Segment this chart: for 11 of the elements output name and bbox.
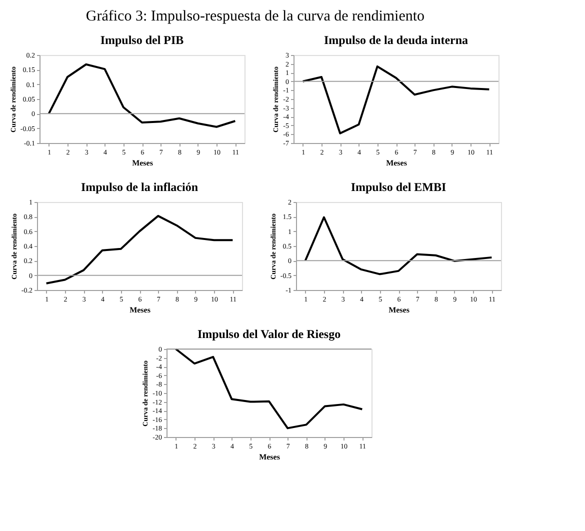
chart-title: Impulso del Valor de Riesgo [197,327,341,341]
x-axis-title: Meses [388,306,410,314]
x-axis-title: Meses [386,158,407,168]
chart-title: Impulso de la deuda interna [324,33,468,47]
x-axis-title: Meses [132,158,153,168]
x-axis-title: Meses [259,452,280,462]
x-axis-title: Meses [130,306,150,314]
text: Gráfico 3: Impulso-respuesta de la curva de rendimiento [86,8,425,24]
chart-title: Impulso del PIB [100,33,184,47]
chart-title: Impulso de la inflación [80,180,198,194]
chart-title: Impulso del EMBI [350,180,447,194]
